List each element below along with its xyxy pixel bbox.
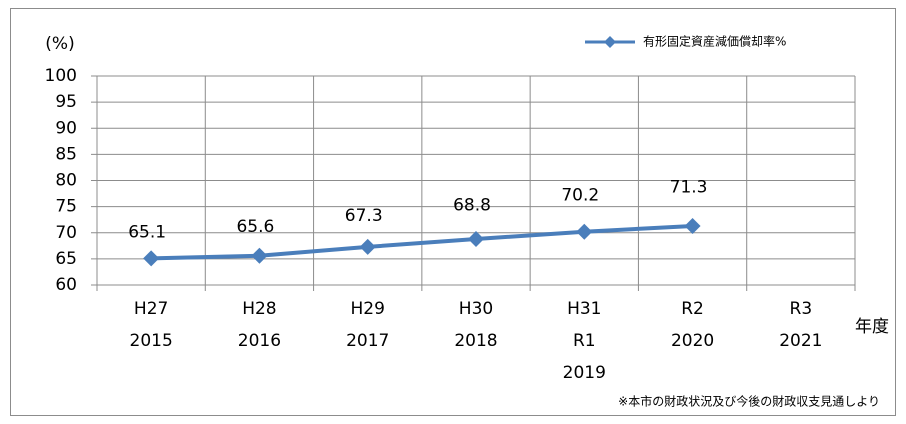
x-tick-label: H27 xyxy=(134,299,168,319)
y-tick-label: 95 xyxy=(55,92,77,112)
y-tick-label: 100 xyxy=(45,66,77,86)
data-label: 70.2 xyxy=(561,186,599,206)
x-tick-label: H30 xyxy=(459,299,493,319)
x-tick-label: 2015 xyxy=(130,331,173,351)
data-point xyxy=(576,223,593,240)
y-tick-label: 75 xyxy=(55,197,77,217)
x-tick-label: R2 xyxy=(681,299,704,319)
data-label: 68.8 xyxy=(453,196,491,216)
legend-marker xyxy=(604,36,616,48)
data-label: 65.1 xyxy=(128,222,166,242)
source-note: ※本市の財政状況及び今後の財政収支見通しより xyxy=(618,394,880,409)
data-point xyxy=(468,231,484,248)
y-tick-label: 80 xyxy=(55,171,77,191)
legend-label: 有形固定資産減価償却率% xyxy=(643,34,786,49)
data-label: 65.6 xyxy=(236,217,274,237)
y-tick-label: 90 xyxy=(55,118,77,138)
x-tick-label: H31 xyxy=(567,299,601,319)
y-tick-label: 85 xyxy=(55,144,77,164)
x-tick-label: H29 xyxy=(351,299,385,319)
y-tick-label: 60 xyxy=(55,275,77,295)
series-line xyxy=(151,223,693,261)
x-tick-label: 2021 xyxy=(779,331,822,351)
y-tick-label: 65 xyxy=(55,249,77,269)
y-tick-label: 70 xyxy=(55,223,77,243)
x-tick-label: 2016 xyxy=(238,331,281,351)
data-point xyxy=(684,217,701,234)
x-tick-label: 2020 xyxy=(671,331,714,351)
x-tick-label: H28 xyxy=(242,299,276,319)
data-label: 71.3 xyxy=(670,177,708,197)
y-axis-label: (%) xyxy=(45,34,74,54)
data-point xyxy=(359,238,376,255)
x-tick-label: R3 xyxy=(790,299,813,319)
x-tick-label: 2018 xyxy=(454,331,497,351)
x-axis-label: 年度 xyxy=(855,317,889,337)
data-point xyxy=(143,250,160,267)
data-point xyxy=(251,247,268,264)
x-tick-label: 2019 xyxy=(563,363,606,383)
x-tick-label: R1 xyxy=(573,331,596,351)
x-tick-label: 2017 xyxy=(346,331,389,351)
data-label: 67.3 xyxy=(345,206,383,226)
